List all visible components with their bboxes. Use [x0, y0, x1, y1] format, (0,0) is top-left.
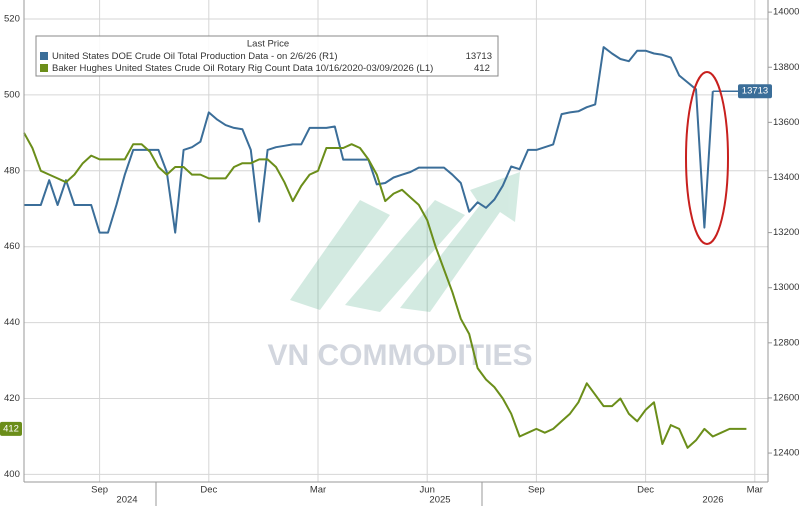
x-tick-label: Dec	[637, 485, 654, 496]
legend-label: Baker Hughes United States Crude Oil Rot…	[52, 63, 433, 74]
y-tick-label: 500	[4, 89, 20, 100]
y2-tick-label: 13200	[773, 227, 799, 238]
y-tick-label: 520	[4, 13, 20, 24]
legend-value: 13713	[466, 51, 492, 62]
logo-stroke	[345, 200, 465, 312]
watermark: VN COMMODITIES	[267, 339, 532, 372]
y-tick-label: 480	[4, 165, 20, 176]
logo-arrow	[400, 172, 520, 312]
legend-swatch	[40, 52, 48, 60]
grid	[24, 0, 768, 482]
y-tick-label: 400	[4, 469, 20, 480]
highlight-ellipse	[685, 71, 729, 245]
y-tick-label: 420	[4, 393, 20, 404]
y-tick-label: 440	[4, 317, 20, 328]
last-price-label: 13713	[742, 86, 768, 97]
year-label: 2026	[702, 495, 723, 506]
last-price-box	[738, 84, 772, 99]
legend-title: Last Price	[247, 39, 289, 50]
x-tick-label: Sep	[91, 485, 108, 496]
legend-label: United States DOE Crude Oil Total Produc…	[52, 51, 338, 62]
year-label: 2024	[116, 495, 137, 506]
legend-box	[35, 35, 499, 77]
year-label: 2025	[429, 495, 450, 506]
watermark-logo	[290, 172, 520, 312]
y2-tick-label: 12800	[773, 337, 799, 348]
logo-stroke	[290, 200, 390, 310]
legend: Last Price United States DOE Crude Oil T…	[35, 35, 499, 77]
last-price-label: 412	[3, 423, 19, 434]
y2-tick-label: 13400	[773, 172, 799, 183]
series-line	[23, 132, 747, 449]
x-tick-label: Mar	[310, 485, 326, 496]
last-price-box	[0, 421, 22, 436]
y2-tick-label: 12400	[773, 448, 799, 459]
y2-tick-label: 12600	[773, 392, 799, 403]
y2-tick-label: 13600	[773, 117, 799, 128]
y2-tick-label: 13000	[773, 282, 799, 293]
y2-tick-label: 13800	[773, 62, 799, 73]
x-tick-label: Mar	[747, 485, 763, 496]
x-tick-label: Dec	[200, 485, 217, 496]
y2-tick-label: 14000	[773, 7, 799, 18]
x-tick-label: Sep	[528, 485, 545, 496]
legend-value: 412	[474, 63, 490, 74]
y-tick-label: 460	[4, 241, 20, 252]
legend-swatch	[40, 64, 48, 72]
x-tick-label: Jun	[420, 485, 435, 496]
